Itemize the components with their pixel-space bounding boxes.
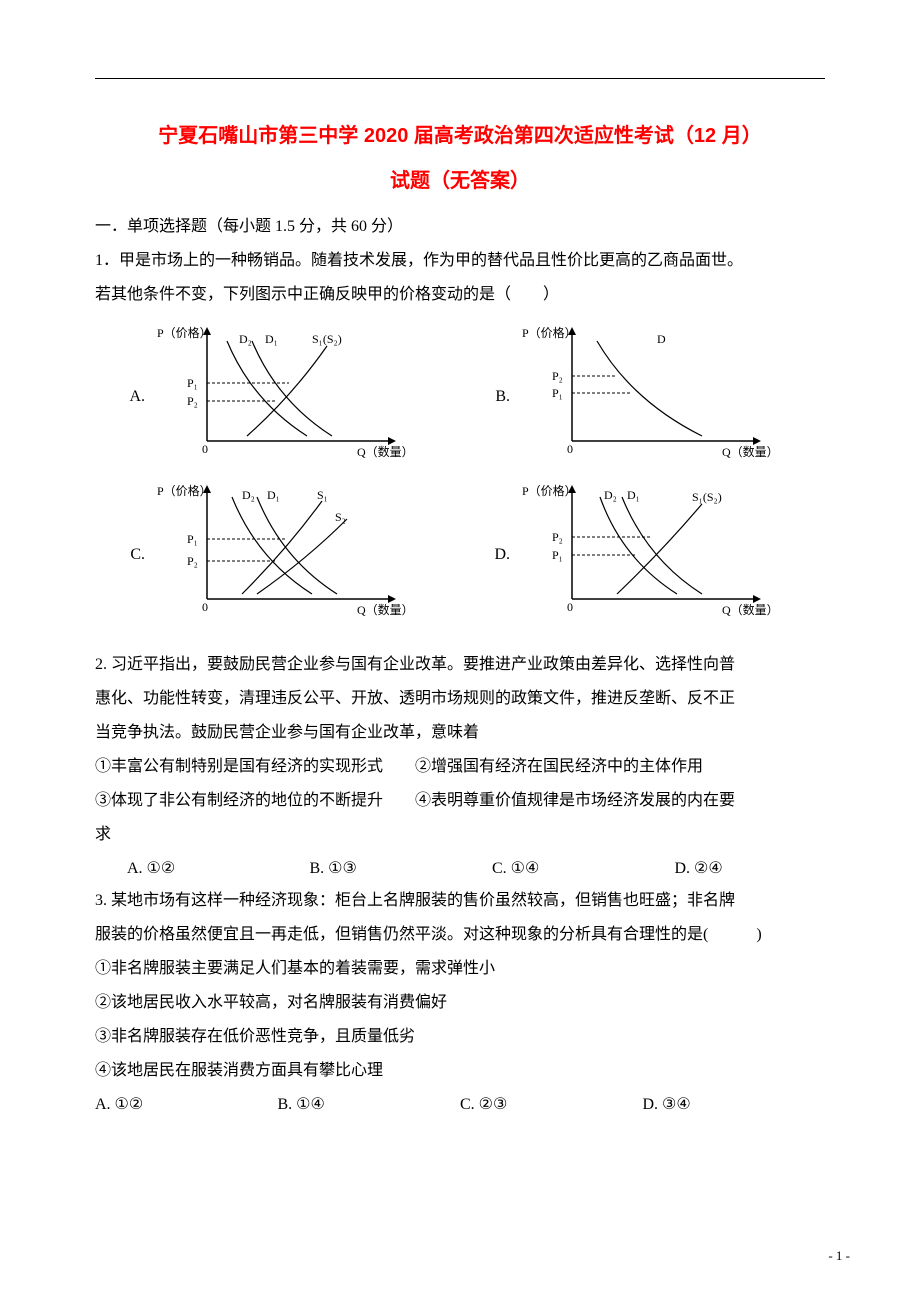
price-P1: P₁ — [187, 376, 198, 390]
graph-B: P（价格） Q（数量） 0 D P₂ P₁ — [522, 321, 825, 473]
curve-D2: D₂ — [604, 488, 617, 502]
price-P1: P₁ — [552, 386, 563, 400]
curve-S1S2: S₁(S₂) — [312, 332, 342, 346]
q1-stem-line2: 若其他条件不变，下列图示中正确反映甲的价格变动的是（ ） — [95, 279, 825, 311]
origin-label: 0 — [567, 600, 573, 614]
q3-s1: ①非名牌服装主要满足人们基本的着装需要，需求弹性小 — [95, 953, 825, 985]
origin-label: 0 — [202, 442, 208, 456]
page-subtitle: 试题（无答案） — [95, 164, 825, 193]
q3-opt-A: A. ①② — [95, 1089, 278, 1121]
curve-D1: D₁ — [265, 332, 278, 346]
q2-line2: 惠化、功能性转变，清理违反公平、开放、透明市场规则的政策文件，推进反垄断、反不正 — [95, 683, 825, 715]
page-title: 宁夏石嘴山市第三中学 2020 届高考政治第四次适应性考试（12 月） — [95, 119, 825, 148]
q3-opt-B: B. ①④ — [278, 1089, 461, 1121]
q2-opts34a: ③体现了非公有制经济的地位的不断提升 ④表明尊重价值规律是市场经济发展的内在要 — [95, 785, 825, 817]
q2-choices: A. ①② B. ①③ C. ①④ D. ②④ — [95, 853, 825, 885]
q2-opt-A: A. ①② — [95, 853, 278, 885]
axis-x-label: Q（数量） — [357, 602, 414, 617]
option-label-A: A. — [95, 381, 157, 413]
q3-opt-C: C. ②③ — [460, 1089, 643, 1121]
document-page: 宁夏石嘴山市第三中学 2020 届高考政治第四次适应性考试（12 月） 试题（无… — [0, 0, 920, 1302]
axis-x-label: Q（数量） — [357, 444, 414, 459]
axis-x-label: Q（数量） — [722, 444, 779, 459]
section-heading: 一．单项选择题（每小题 1.5 分，共 60 分） — [95, 211, 825, 243]
q2-opts12: ①丰富公有制特别是国有经济的实现形式 ②增强国有经济在国民经济中的主体作用 — [95, 751, 825, 783]
price-P1: P₁ — [552, 548, 563, 562]
curve-S1S2: S₁(S₂) — [692, 490, 722, 504]
curve-S2: S₂ — [335, 510, 346, 524]
curve-D1: D₁ — [267, 488, 280, 502]
price-P1: P₁ — [187, 532, 198, 546]
q3-s3: ③非名牌服装存在低价恶性竞争，且质量低劣 — [95, 1021, 825, 1053]
option-label-D: D. — [460, 539, 522, 571]
price-P2: P₂ — [552, 530, 563, 544]
price-P2: P₂ — [187, 394, 198, 408]
q2-opts34b: 求 — [95, 819, 825, 851]
axis-y-label: P（价格） — [157, 483, 212, 498]
axis-x-label: Q（数量） — [722, 602, 779, 617]
graph-D: P（价格） Q（数量） 0 D₁ D₂ S₁(S₂) P₂ — [522, 479, 825, 631]
origin-label: 0 — [567, 442, 573, 456]
q2-opt-B: B. ①③ — [278, 853, 461, 885]
origin-label: 0 — [202, 600, 208, 614]
option-label-C: C. — [95, 539, 157, 571]
option-label-B: B. — [460, 381, 522, 413]
axis-y-label: P（价格） — [522, 483, 577, 498]
axis-y-label: P（价格） — [522, 325, 577, 340]
curve-D: D — [657, 332, 666, 346]
page-number: - 1 - — [828, 1248, 850, 1264]
axis-y-label: P（价格） — [157, 325, 212, 340]
body: 一．单项选择题（每小题 1.5 分，共 60 分） 1．甲是市场上的一种畅销品。… — [95, 211, 825, 1121]
q1-graphs: A. P（价格） Q（数量） 0 D₁ — [95, 321, 825, 631]
curve-S1: S₁ — [317, 488, 328, 502]
graph-row-1: A. P（价格） Q（数量） 0 D₁ — [95, 321, 825, 473]
curve-D2: D₂ — [242, 488, 255, 502]
q3-line1: 3. 某地市场有这样一种经济现象：柜台上名牌服装的售价虽然较高，但销售也旺盛；非… — [95, 885, 825, 917]
q3-s4: ④该地居民在服装消费方面具有攀比心理 — [95, 1055, 825, 1087]
price-P2: P₂ — [552, 369, 563, 383]
q3-line2: 服装的价格虽然便宜且一再走低，但销售仍然平淡。对这种现象的分析具有合理性的是( … — [95, 919, 825, 951]
graph-C: P（价格） Q（数量） 0 D₁ D₂ S₁ S — [157, 479, 460, 631]
graph-A: P（价格） Q（数量） 0 D₁ D₂ S₁(S₂) — [157, 321, 460, 473]
q2-line1: 2. 习近平指出，要鼓励民营企业参与国有企业改革。要推进产业政策由差异化、选择性… — [95, 649, 825, 681]
q3-choices: A. ①② B. ①④ C. ②③ D. ③④ — [95, 1089, 825, 1121]
q3-s2: ②该地居民收入水平较高，对名牌服装有消费偏好 — [95, 987, 825, 1019]
q2-line3: 当竞争执法。鼓励民营企业参与国有企业改革，意味着 — [95, 717, 825, 749]
q1-stem-line1: 1．甲是市场上的一种畅销品。随着技术发展，作为甲的替代品且性价比更高的乙商品面世… — [95, 245, 825, 277]
curve-D2: D₂ — [239, 332, 252, 346]
q3-opt-D: D. ③④ — [643, 1089, 826, 1121]
q2-opt-D: D. ②④ — [643, 853, 826, 885]
q2-opt-C: C. ①④ — [460, 853, 643, 885]
curve-D1: D₁ — [627, 488, 640, 502]
price-P2: P₂ — [187, 554, 198, 568]
top-rule — [95, 78, 825, 79]
graph-row-2: C. P（价格） Q（数量） 0 D₁ — [95, 479, 825, 631]
